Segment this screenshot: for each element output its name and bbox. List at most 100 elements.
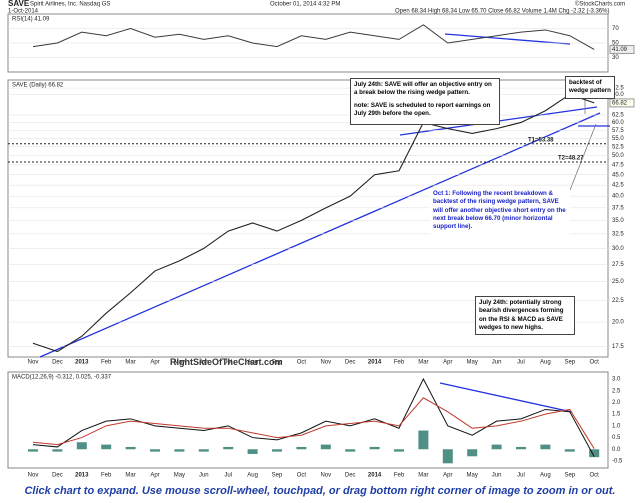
histogram-bar <box>442 449 453 464</box>
histogram-bar <box>247 449 258 454</box>
y-tick-label: 62.5 <box>612 113 624 119</box>
x-tick-label: Jun <box>492 360 502 366</box>
x-tick-label: Jul <box>517 360 525 366</box>
y-tick-label: 50.0 <box>612 153 624 159</box>
wedge-lower <box>39 112 601 358</box>
y-tick-label: 52.5 <box>612 144 624 150</box>
company: Spirit Airlines, Inc. Nasdaq GS <box>30 2 110 8</box>
watermark: RightSideOfTheChart.com <box>170 357 283 367</box>
y-tick-label: 60.0 <box>612 120 624 126</box>
histogram-bar <box>174 449 185 452</box>
x-tick-label: Sep <box>272 473 283 479</box>
x-tick-label: Sep <box>272 360 283 366</box>
y-tick-label: 0.5 <box>612 435 621 441</box>
histogram-bar <box>369 446 380 450</box>
x-tick-label: Jul <box>517 473 525 479</box>
x-tick-label: May <box>467 473 478 479</box>
y-tick-label: 1.0 <box>612 423 621 429</box>
x-tick-label: Oct <box>297 473 307 479</box>
target-label: T1=53.38 <box>528 137 554 143</box>
y-tick-label: 50 <box>612 41 619 47</box>
rsi-line <box>32 24 595 50</box>
x-tick-label: 2013 <box>75 360 89 366</box>
y-tick-label: 42.5 <box>612 183 624 189</box>
y-tick-label: 40.0 <box>612 194 624 200</box>
x-tick-label: Oct <box>590 360 600 366</box>
x-tick-label: Feb <box>101 473 112 479</box>
histogram-bar <box>345 449 356 452</box>
x-tick-label: Jul <box>224 473 232 479</box>
y-tick-label: 70 <box>612 26 619 32</box>
histogram-bar <box>76 442 87 450</box>
footer: Click chart to expand. Use mouse scroll-… <box>24 485 616 497</box>
y-tick-label: 22.5 <box>612 298 624 304</box>
x-tick-label: 2013 <box>75 473 89 479</box>
histogram-bar <box>320 444 331 450</box>
x-tick-label: Dec <box>345 473 356 479</box>
y-tick-label: 2.5 <box>612 388 621 394</box>
note-text: July 24th: SAVE will offer an objective … <box>354 81 492 97</box>
x-tick-label: May <box>174 473 185 479</box>
x-tick-label: 2014 <box>368 473 382 479</box>
histogram-bar <box>516 446 526 450</box>
x-tick-label: Nov <box>320 360 331 366</box>
x-tick-label: Jul <box>224 360 232 366</box>
y-tick-label: -0.5 <box>612 459 623 465</box>
x-tick-label: Feb <box>394 360 405 366</box>
x-tick-label: Sep <box>564 473 575 479</box>
histogram-bar <box>394 449 404 452</box>
note-text: note: SAVE is scheduled to report earnin… <box>354 101 491 118</box>
macd-line <box>32 377 595 457</box>
x-tick-label: Oct <box>590 473 600 479</box>
y-tick-label: 25.0 <box>612 279 624 285</box>
timestamp: October 01, 2014 4:32 PM <box>270 2 340 8</box>
y-tick-label: 32.5 <box>612 231 624 237</box>
quote: Open 68.34 High 68.34 Low 65.70 Close 66… <box>395 9 609 15</box>
macd-title: MACD(12,26,9) -0.312, 0.025, -0.337 <box>12 375 112 381</box>
x-tick-label: Aug <box>540 473 551 479</box>
arrow <box>569 123 597 191</box>
histogram-bar <box>589 449 600 458</box>
divergence-box: July 24th: potentially strong bearish di… <box>475 296 575 336</box>
x-tick-label: Apr <box>443 360 452 366</box>
y-tick-label: 17.5 <box>612 344 624 350</box>
histogram-bar <box>150 449 160 452</box>
histogram-bar <box>198 449 209 452</box>
histogram-bar <box>101 444 112 450</box>
x-tick-label: Dec <box>52 360 63 366</box>
y-tick-label: 55.0 <box>612 136 624 142</box>
y-tick-label: 2.0 <box>612 400 621 406</box>
x-tick-label: 2014 <box>368 360 382 366</box>
histogram-bar <box>52 449 63 452</box>
x-tick-label: Apr <box>443 473 452 479</box>
y-tick-label: 27.5 <box>612 262 624 268</box>
oct-note: Oct 1: Following the recent breakdown & … <box>430 188 570 234</box>
date: 1-Oct-2014 <box>8 9 39 15</box>
x-tick-label: Jun <box>199 360 209 366</box>
x-tick-label: Dec <box>52 473 63 479</box>
x-tick-label: Jun <box>199 473 209 479</box>
histogram-bar <box>418 430 429 450</box>
x-tick-label: May <box>174 360 185 366</box>
price-value: 66.82 <box>612 100 628 106</box>
y-tick-label: 37.5 <box>612 205 624 211</box>
rsi-title: RSI(14) 41.09 <box>12 17 50 23</box>
y-tick-label: 72.5 <box>612 86 624 92</box>
y-tick-label: 30.0 <box>612 246 624 252</box>
x-tick-label: Jun <box>492 473 502 479</box>
price-line <box>32 93 595 353</box>
histogram-bar <box>540 444 551 450</box>
histogram-bar <box>491 444 502 450</box>
x-tick-label: Aug <box>247 473 258 479</box>
target-label: T2=48.27 <box>558 156 584 162</box>
histogram-bar <box>272 449 282 452</box>
y-tick-label: 47.5 <box>612 162 624 168</box>
y-tick-label: 30 <box>612 55 619 61</box>
x-tick-label: Mar <box>418 360 428 366</box>
y-tick-label: 0.0 <box>612 447 621 453</box>
y-tick-label: 70.0 <box>612 92 624 98</box>
x-tick-label: Dec <box>345 360 356 366</box>
x-tick-label: Nov <box>28 360 39 366</box>
